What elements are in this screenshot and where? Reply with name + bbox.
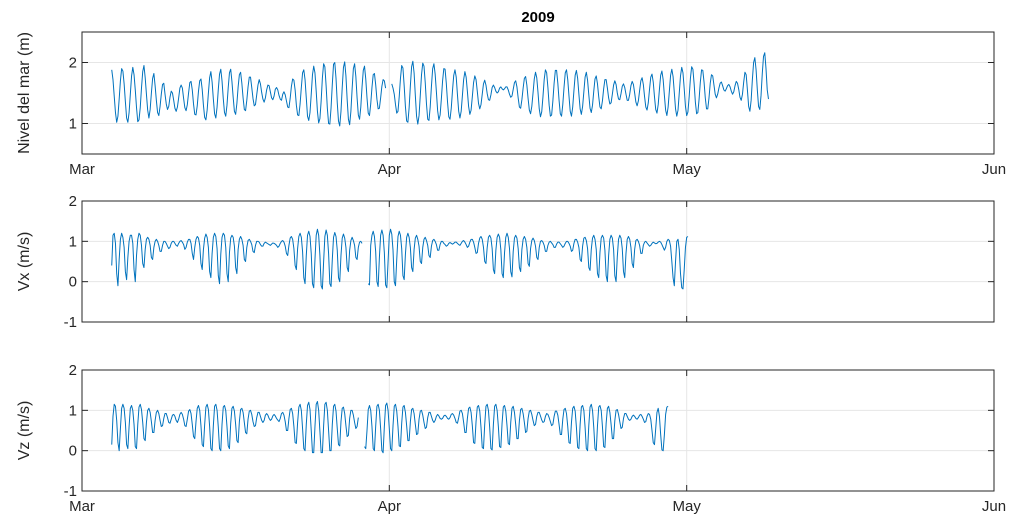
y-axis-label: Vx (m/s) [16,232,33,292]
plot-area [82,201,994,322]
x-tick-label: May [673,161,702,178]
x-tick-label: Jun [982,498,1006,515]
panel-vx: -1 0 1 2 Vx (m/s) [16,193,995,331]
y-tick-label: 2 [69,362,77,379]
panel-nivel: 1 2 Mar Apr May Jun Nivel del mar (m) [16,31,1006,178]
x-tick-label: Jun [982,161,1006,178]
x-tick-label: Mar [69,161,95,178]
series-line [111,228,689,290]
y-tick-label: -1 [64,314,77,331]
x-tick-label: May [673,498,702,515]
plot-area [82,370,994,491]
series-line [111,52,769,127]
x-tick-label: Mar [69,498,95,515]
y-tick-label: 0 [69,443,77,460]
y-tick-label: 1 [69,402,77,419]
y-tick-label: 1 [69,116,77,133]
axes-box [81,369,995,492]
y-tick-label: 0 [69,274,77,291]
y-tick-label: 1 [69,233,77,250]
axes-box [81,200,995,323]
y-axis-label: Nivel del mar (m) [16,32,33,154]
y-tick-label: 2 [69,55,77,72]
x-tick-label: Apr [378,498,401,515]
y-axis-label: Vz (m/s) [16,401,33,461]
chart-title: 2009 [521,9,554,26]
x-tick-label: Apr [378,161,401,178]
axes-box [81,31,995,155]
y-tick-label: -1 [64,483,77,500]
y-tick-label: 2 [69,193,77,210]
series-line [111,400,669,454]
panel-vz: -1 0 1 2 Mar Apr May Jun Vz (m/s) [16,362,1006,515]
